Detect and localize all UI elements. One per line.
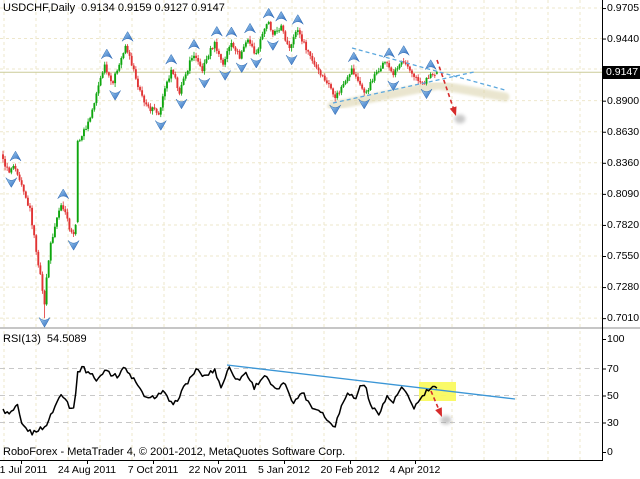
price-axis-label: 0.7820 — [607, 219, 640, 231]
fractal-down-icon — [250, 58, 262, 69]
price-axis-label: 0.7550 — [607, 250, 640, 262]
rsi-trendline[interactable] — [226, 364, 516, 400]
candlestick-series — [2, 20, 438, 319]
date-axis-label: 4 Apr 2012 — [389, 464, 441, 476]
date-axis-label: 11 Jul 2011 — [0, 464, 48, 476]
fractal-up-icon — [244, 22, 256, 34]
rsi-axis-label: 30 — [607, 417, 619, 429]
rsi-forecast-arrow[interactable] — [430, 390, 452, 425]
fractal-down-icon — [5, 177, 17, 188]
copyright-text: RoboForex - MetaTrader 4, © 2001-2012, M… — [3, 446, 346, 458]
symbol-timeframe-label: USDCHF,Daily — [3, 2, 76, 14]
highlight-band[interactable] — [327, 80, 510, 111]
price-axis-label: 0.8900 — [607, 95, 640, 107]
fractal-up-icon — [263, 7, 275, 19]
fractal-down-icon — [155, 120, 167, 131]
price-axis-label: 0.9440 — [607, 33, 640, 45]
fractal-down-icon — [236, 62, 248, 73]
price-axis-label: 0.9705 — [607, 2, 640, 14]
fractal-down-icon — [420, 88, 433, 100]
fractal-down-icon — [387, 80, 399, 92]
fractal-up-icon — [348, 51, 360, 62]
fractal-down-icon — [267, 40, 279, 51]
date-axis-label: 22 Nov 2011 — [188, 464, 248, 476]
fractal-up-icon — [211, 25, 223, 37]
fractal-up-icon — [165, 53, 177, 65]
grid-lines — [0, 0, 602, 460]
date-axis-label: 20 Feb 2012 — [320, 464, 380, 476]
fractal-down-icon — [109, 90, 121, 101]
fractal-down-icon — [285, 55, 298, 66]
rsi-indicator-label: RSI(13) 54.5089 — [3, 333, 87, 345]
rsi-axis-label: 0 — [607, 446, 613, 458]
price-axis-label: 0.7280 — [607, 281, 640, 293]
fractal-down-icon — [38, 317, 51, 328]
ohlc-values: 0.9134 0.9159 0.9127 0.9147 — [81, 2, 225, 14]
date-axis-label: 24 Aug 2011 — [57, 464, 117, 476]
fractal-up-icon — [398, 45, 410, 56]
fractal-up-icon — [121, 31, 134, 42]
fractal-up-icon — [425, 59, 437, 70]
fractal-up-icon — [225, 26, 238, 37]
fractal-down-icon — [358, 99, 370, 110]
price-axis-label: 0.8360 — [607, 157, 640, 169]
fractal-up-icon — [292, 14, 304, 25]
fractal-down-icon — [198, 78, 211, 89]
triangle-upper-trendline[interactable] — [351, 47, 506, 91]
price-forecast-arrow[interactable] — [436, 59, 466, 124]
rsi-name: RSI(13) — [3, 333, 41, 345]
rsi-line — [2, 365, 438, 436]
rsi-axis-label: 100 — [607, 333, 625, 345]
fractal-up-icon — [188, 38, 200, 50]
fractal-up-icon — [383, 47, 395, 58]
rsi-axis-label: 50 — [607, 390, 619, 402]
fractal-up-icon — [9, 150, 22, 162]
date-axis-label: 5 Jan 2012 — [258, 464, 310, 476]
chart-title: USDCHF,Daily 0.9134 0.9159 0.9127 0.9147 — [3, 2, 225, 14]
rsi-axis-label: 70 — [607, 363, 619, 375]
current-price-box: 0.9147 — [603, 66, 640, 79]
price-axis-label: 0.8630 — [607, 126, 640, 138]
fractal-down-icon — [67, 240, 80, 251]
rsi-highlight-zone[interactable] — [419, 382, 456, 401]
rsi-value: 54.5089 — [46, 333, 87, 345]
fractal-up-icon — [57, 188, 69, 199]
fractal-up-icon — [275, 10, 287, 22]
fractal-down-icon — [329, 104, 341, 116]
fractal-down-icon — [219, 70, 231, 81]
fractal-down-icon — [175, 98, 188, 110]
price-axis-label: 0.8090 — [607, 188, 640, 200]
fractal-arrows — [5, 7, 437, 328]
price-axis-label: 0.7010 — [607, 312, 640, 324]
fractal-up-icon — [101, 48, 113, 59]
triangle-lower-trendline[interactable] — [332, 71, 475, 104]
date-axis-label: 7 Oct 2011 — [127, 464, 179, 476]
